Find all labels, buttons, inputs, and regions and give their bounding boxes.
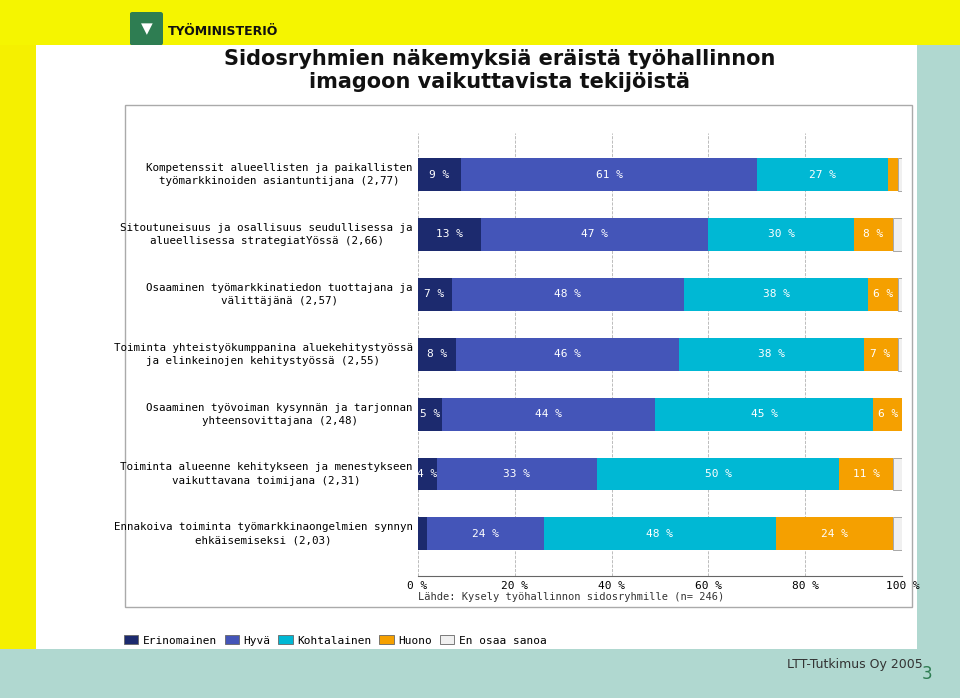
Text: 11 %: 11 % [852,469,879,479]
Bar [893,218,902,251]
Text: 38 %: 38 % [763,290,790,299]
Text: Osaaminen työmarkkinatiedon tuottajana ja
välittäjänä (2,57): Osaaminen työmarkkinatiedon tuottajana j… [146,283,413,306]
Bar [898,338,902,371]
Text: 30 %: 30 % [768,230,795,239]
Bar [888,158,898,191]
Bar [461,158,756,191]
Text: Ennakoiva toiminta työmarkkinaongelmien synnyn
ehkäisemiseksi (2,03): Ennakoiva toiminta työmarkkinaongelmien … [114,522,413,546]
Text: TYÖMINISTERIÖ: TYÖMINISTERIÖ [168,25,278,38]
Text: 7 %: 7 % [871,349,891,359]
Text: 7 %: 7 % [424,290,444,299]
Text: 24 %: 24 % [472,529,499,539]
Bar [839,458,893,491]
Bar [854,218,893,251]
Bar [655,398,874,431]
Text: 50 %: 50 % [705,469,732,479]
Bar [864,338,898,371]
Bar [451,278,684,311]
Bar [874,398,902,431]
Bar [418,278,451,311]
Bar [418,398,442,431]
Text: 4 %: 4 % [418,469,438,479]
Text: 44 %: 44 % [535,409,562,419]
Bar [869,278,898,311]
Text: 45 %: 45 % [751,409,778,419]
Text: 13 %: 13 % [436,230,463,239]
Text: Sidosryhmien näkemyksiä eräistä työhallinnon: Sidosryhmien näkemyksiä eräistä työhalli… [224,50,775,69]
Text: Sitoutuneisuus ja osallisuus seudullisessa ja
alueellisessa strategiatYössä (2,6: Sitoutuneisuus ja osallisuus seudullises… [120,223,413,246]
Bar [684,278,869,311]
Bar [597,458,839,491]
Text: Osaaminen työvoiman kysynnän ja tarjonnan
yhteensovittajana (2,48): Osaaminen työvoiman kysynnän ja tarjonna… [146,403,413,426]
Bar [893,517,902,551]
Bar [777,517,893,551]
Text: 8 %: 8 % [863,230,883,239]
Text: Lähde: Kysely työhallinnon sidosryhmille (n= 246): Lähde: Kysely työhallinnon sidosryhmille… [418,592,724,602]
Text: 24 %: 24 % [821,529,848,539]
Text: Kompetenssit alueellisten ja paikallisten
työmarkkinoiden asiantuntijana (2,77): Kompetenssit alueellisten ja paikalliste… [146,163,413,186]
Bar [418,458,437,491]
Text: 6 %: 6 % [873,290,893,299]
Text: ▼: ▼ [140,21,153,36]
Text: 33 %: 33 % [503,469,531,479]
Bar [708,218,854,251]
Text: 61 %: 61 % [595,170,623,179]
Bar [680,338,864,371]
Bar [418,517,427,551]
Bar [427,517,543,551]
Text: 47 %: 47 % [581,230,608,239]
Bar [898,158,902,191]
Text: 48 %: 48 % [554,290,582,299]
Bar [756,158,888,191]
Bar [456,338,680,371]
Bar [543,517,777,551]
Text: 3: 3 [922,664,933,683]
Text: 6 %: 6 % [877,409,898,419]
Bar [481,218,708,251]
Text: 8 %: 8 % [427,349,447,359]
Text: 46 %: 46 % [554,349,582,359]
Bar [442,398,655,431]
Text: imagoon vaikuttavista tekijöistä: imagoon vaikuttavista tekijöistä [309,73,689,92]
Bar [418,158,461,191]
Legend: Erinomainen, Hyvä, Kohtalainen, Huono, En osaa sanoa: Erinomainen, Hyvä, Kohtalainen, Huono, E… [119,631,551,650]
Text: LTT-Tutkimus Oy 2005: LTT-Tutkimus Oy 2005 [787,658,923,671]
Text: 38 %: 38 % [758,349,785,359]
Bar [898,278,902,311]
Text: 27 %: 27 % [809,170,836,179]
Bar [893,458,902,491]
FancyBboxPatch shape [130,12,163,45]
Text: 9 %: 9 % [429,170,449,179]
Text: Toiminta alueenne kehitykseen ja menestykseen
vaikuttavana toimijana (2,31): Toiminta alueenne kehitykseen ja menesty… [120,463,413,486]
Text: 48 %: 48 % [646,529,674,539]
Text: Toiminta yhteistyökumppanina aluekehitystyössä
ja elinkeinojen kehitystyössä (2,: Toiminta yhteistyökumppanina aluekehitys… [114,343,413,366]
Bar [418,338,456,371]
Bar [418,218,481,251]
Text: 5 %: 5 % [420,409,440,419]
Bar [437,458,597,491]
